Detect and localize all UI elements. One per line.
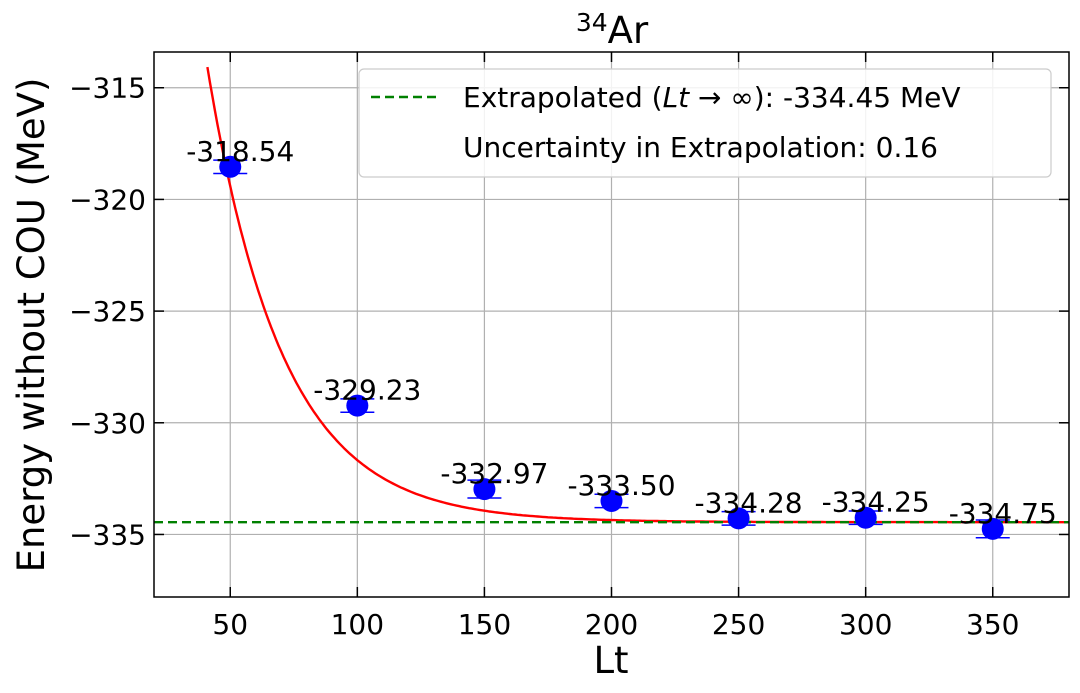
data-points xyxy=(213,155,1010,540)
point-label: -329.23 xyxy=(313,374,421,407)
data-point xyxy=(219,155,242,178)
point-label: -334.28 xyxy=(695,486,803,519)
legend-suffix: ): -334.45 MeV xyxy=(754,81,961,114)
title-main: Ar xyxy=(608,9,649,52)
legend-prefix: Extrapolated ( xyxy=(463,81,663,114)
point-labels: -318.54 -329.23 -332.97 -333.50 -334.28 -334.… xyxy=(186,135,1057,530)
x-tick-label: 200 xyxy=(585,608,638,641)
point-label: -334.25 xyxy=(822,486,930,519)
y-tick-label: −315 xyxy=(69,72,146,105)
y-tick-label: −320 xyxy=(69,183,146,216)
x-tick-label: 150 xyxy=(458,608,511,641)
legend: Extrapolated (Lt → ∞): -334.45 MeV Uncer… xyxy=(358,68,1052,178)
data-point xyxy=(981,517,1004,540)
data-point xyxy=(600,489,623,512)
axis-ticks: 50 100 150 200 250 300 350 −315 −320 −325 −330 −335 xyxy=(69,52,1069,641)
y-tick-label: −325 xyxy=(69,295,146,328)
data-point xyxy=(727,507,750,530)
x-tick-label: 250 xyxy=(712,608,765,641)
y-tick-label: −330 xyxy=(69,407,146,440)
x-tick-label: 50 xyxy=(212,608,248,641)
data-point xyxy=(473,478,496,501)
legend-extrapolation-text: Extrapolated (Lt → ∞): -334.45 MeV xyxy=(463,81,961,114)
legend-uncertainty-text: Uncertainty in Extrapolation: 0.16 xyxy=(463,131,938,164)
x-tick-label: 100 xyxy=(331,608,384,641)
legend-italic: Lt xyxy=(663,81,691,114)
point-label: -334.75 xyxy=(949,497,1057,530)
data-point xyxy=(854,506,877,529)
point-label: -333.50 xyxy=(567,469,675,502)
title-superscript: 34 xyxy=(576,8,608,37)
x-tick-label: 350 xyxy=(966,608,1019,641)
y-axis-label: Energy without COU (MeV) xyxy=(10,78,53,573)
point-label: -332.97 xyxy=(440,457,548,490)
chart-title: 34Ar xyxy=(576,8,649,52)
x-axis-label: Lt xyxy=(593,639,628,682)
x-tick-label: 300 xyxy=(839,608,892,641)
y-tick-label: −335 xyxy=(69,518,146,551)
legend-box xyxy=(358,68,1052,178)
legend-arrow: → ∞ xyxy=(689,81,754,114)
point-label: -318.54 xyxy=(186,135,294,168)
data-point xyxy=(346,394,369,417)
